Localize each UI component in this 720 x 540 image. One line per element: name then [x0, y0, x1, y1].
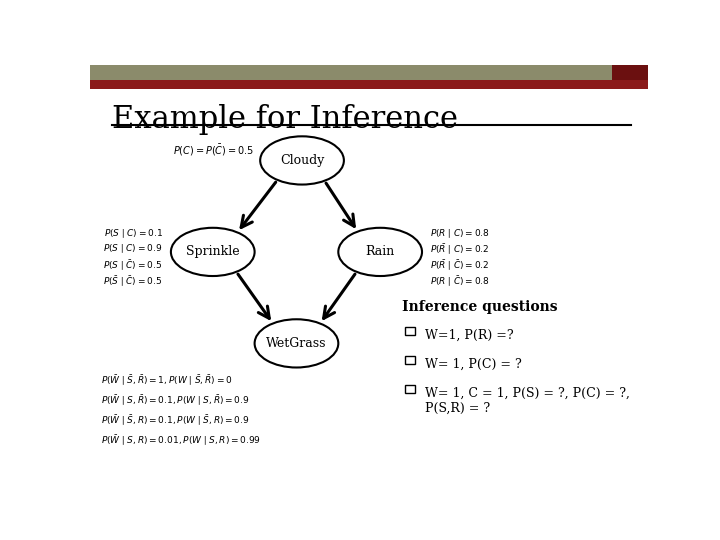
Text: $P(\bar{W}\mid S,\bar{R}) = 0.1, P(W\mid S,\bar{R}) = 0.9$: $P(\bar{W}\mid S,\bar{R}) = 0.1, P(W\mid… [101, 394, 250, 408]
Text: W=1, P(R) =?: W=1, P(R) =? [426, 329, 514, 342]
Text: Sprinkle: Sprinkle [186, 245, 240, 259]
Text: $P(\bar{S}\mid\bar{C}) = 0.5$: $P(\bar{S}\mid\bar{C}) = 0.5$ [104, 274, 163, 289]
Text: $P(\bar{W}\mid S,R) = 0.01, P(W\mid S,R) = 0.99$: $P(\bar{W}\mid S,R) = 0.01, P(W\mid S,R)… [101, 434, 261, 448]
Text: $P(\bar{W}\mid\bar{S},R) = 0.1, P(W\mid\bar{S},R) = 0.9$: $P(\bar{W}\mid\bar{S},R) = 0.1, P(W\mid\… [101, 414, 250, 428]
Bar [405, 356, 415, 364]
FancyBboxPatch shape [90, 80, 648, 89]
Text: $P(S\mid\bar{C}) = 0.5$: $P(S\mid\bar{C}) = 0.5$ [104, 259, 163, 273]
Text: $P(\bar{R}\mid\bar{C}) = 0.2$: $P(\bar{R}\mid\bar{C}) = 0.2$ [431, 259, 490, 273]
FancyBboxPatch shape [90, 65, 648, 80]
Text: $P(C) = P(\bar{C}) = 0.5$: $P(C) = P(\bar{C}) = 0.5$ [174, 143, 255, 158]
Ellipse shape [255, 319, 338, 368]
Text: Inference questions: Inference questions [402, 300, 558, 314]
Bar [405, 327, 415, 335]
Text: $P(S\mid C) = 0.9$: $P(S\mid C) = 0.9$ [104, 243, 163, 255]
Ellipse shape [260, 136, 344, 185]
Text: WetGrass: WetGrass [266, 337, 327, 350]
Text: Rain: Rain [366, 245, 395, 259]
FancyBboxPatch shape [612, 65, 648, 80]
Ellipse shape [338, 228, 422, 276]
Text: $P(S\mid C) = 0.1$: $P(S\mid C) = 0.1$ [104, 227, 163, 240]
Text: $P(\bar{W}\mid\bar{S},\bar{R}) = 1, P(W\mid\bar{S},\bar{R}) = 0$: $P(\bar{W}\mid\bar{S},\bar{R}) = 1, P(W\… [101, 374, 233, 388]
Text: $P(R\mid C) = 0.8$: $P(R\mid C) = 0.8$ [431, 227, 490, 240]
Text: Cloudy: Cloudy [280, 154, 324, 167]
Text: W= 1, P(C) = ?: W= 1, P(C) = ? [426, 358, 522, 371]
Text: Example for Inference: Example for Inference [112, 104, 459, 136]
Text: $P(\bar{R}\mid C) = 0.2$: $P(\bar{R}\mid C) = 0.2$ [431, 243, 490, 258]
Bar [405, 386, 415, 393]
Text: $P(R\mid\bar{C}) = 0.8$: $P(R\mid\bar{C}) = 0.8$ [431, 274, 490, 289]
Text: W= 1, C = 1, P(S) = ?, P(C) = ?,
P(S,R) = ?: W= 1, C = 1, P(S) = ?, P(C) = ?, P(S,R) … [426, 387, 630, 415]
Ellipse shape [171, 228, 255, 276]
